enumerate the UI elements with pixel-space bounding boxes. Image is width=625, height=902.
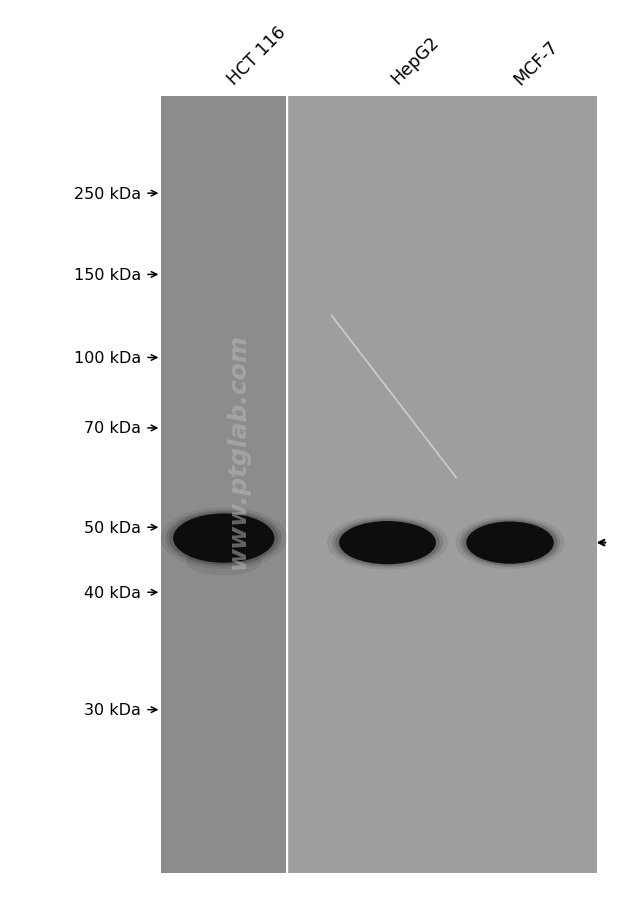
Bar (288, 97, 597, 873)
Ellipse shape (173, 514, 274, 563)
Ellipse shape (169, 512, 278, 565)
Ellipse shape (166, 511, 282, 566)
Ellipse shape (462, 520, 558, 566)
Ellipse shape (327, 516, 448, 570)
Ellipse shape (335, 520, 440, 566)
Ellipse shape (455, 517, 565, 569)
Text: 100 kDa: 100 kDa (74, 351, 141, 365)
Text: HCT 116: HCT 116 (224, 23, 289, 88)
Ellipse shape (161, 508, 287, 569)
Text: 250 kDa: 250 kDa (74, 187, 141, 201)
Ellipse shape (186, 550, 262, 575)
Text: 30 kDa: 30 kDa (84, 703, 141, 717)
Text: MCF-7: MCF-7 (510, 37, 561, 88)
Ellipse shape (332, 518, 443, 568)
Text: www.ptglab.com: www.ptglab.com (226, 333, 249, 569)
Text: HepG2: HepG2 (388, 33, 442, 88)
Bar (161, 97, 286, 873)
Ellipse shape (339, 521, 436, 565)
Text: 150 kDa: 150 kDa (74, 268, 141, 282)
Text: 40 kDa: 40 kDa (84, 585, 141, 600)
Ellipse shape (459, 519, 561, 567)
Ellipse shape (466, 522, 554, 564)
Text: 70 kDa: 70 kDa (84, 421, 141, 436)
Text: 50 kDa: 50 kDa (84, 520, 141, 535)
